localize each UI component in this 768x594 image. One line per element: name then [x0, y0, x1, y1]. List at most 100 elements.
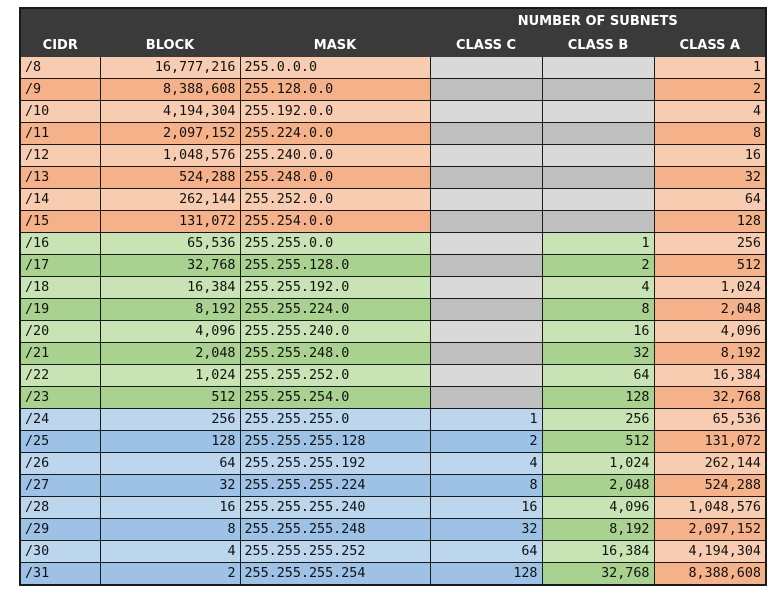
- class-b-cell: 64: [541, 364, 655, 387]
- class-b-cell: 512: [541, 430, 655, 453]
- mask-cell: 255.192.0.0: [239, 100, 431, 123]
- table-row: /26 64 255.255.255.192 4 1,024 262,144: [19, 452, 767, 475]
- cidr-cell: /12: [19, 144, 101, 167]
- class-c-cell: 4: [429, 452, 543, 475]
- class-a-cell: 1,048,576: [653, 496, 767, 519]
- cidr-cell: /22: [19, 364, 101, 387]
- class-c-cell: [429, 386, 543, 409]
- mask-cell: 255.255.255.252: [239, 540, 431, 563]
- class-a-cell: 65,536: [653, 408, 767, 431]
- mask-cell: 255.255.0.0: [239, 232, 431, 255]
- mask-cell: 255.255.255.248: [239, 518, 431, 541]
- table-row: /27 32 255.255.255.224 8 2,048 524,288: [19, 474, 767, 497]
- class-a-cell: 32: [653, 166, 767, 189]
- class-a-cell: 8,388,608: [653, 562, 767, 586]
- class-c-cell: [429, 210, 543, 233]
- class-c-cell: [429, 56, 543, 79]
- cidr-cell: /21: [19, 342, 101, 365]
- block-cell: 2: [99, 562, 241, 586]
- class-a-cell: 1,024: [653, 276, 767, 299]
- cidr-cell: /25: [19, 430, 101, 453]
- class-a-cell: 4: [653, 100, 767, 123]
- mask-cell: 255.255.128.0: [239, 254, 431, 277]
- class-a-cell: 2,048: [653, 298, 767, 321]
- class-c-cell: [429, 166, 543, 189]
- block-cell: 8: [99, 518, 241, 541]
- table-row: /15 131,072 255.254.0.0 128: [19, 210, 767, 233]
- col-header-class-b: CLASS B: [541, 33, 655, 57]
- block-cell: 65,536: [99, 232, 241, 255]
- col-header-class-c: CLASS C: [429, 33, 543, 57]
- class-c-cell: 1: [429, 408, 543, 431]
- cidr-cell: /31: [19, 562, 101, 586]
- header-columns-row: CIDR BLOCK MASK CLASS C CLASS B CLASS A: [19, 33, 767, 57]
- table-body: /8 16,777,216 255.0.0.0 1/9 8,388,608 255.128…: [19, 56, 767, 586]
- table-row: /22 1,024 255.255.252.0 64 16,384: [19, 364, 767, 387]
- col-header-block: BLOCK: [99, 33, 241, 57]
- class-b-cell: [541, 210, 655, 233]
- cidr-cell: /29: [19, 518, 101, 541]
- class-a-cell: 512: [653, 254, 767, 277]
- block-cell: 256: [99, 408, 241, 431]
- mask-cell: 255.255.254.0: [239, 386, 431, 409]
- class-c-cell: 64: [429, 540, 543, 563]
- class-c-cell: 8: [429, 474, 543, 497]
- class-b-cell: 1: [541, 232, 655, 255]
- block-cell: 64: [99, 452, 241, 475]
- table-row: /18 16,384 255.255.192.0 4 1,024: [19, 276, 767, 299]
- table-row: /10 4,194,304 255.192.0.0 4: [19, 100, 767, 123]
- block-cell: 32: [99, 474, 241, 497]
- block-cell: 4,194,304: [99, 100, 241, 123]
- class-b-cell: [541, 166, 655, 189]
- cidr-cell: /15: [19, 210, 101, 233]
- cidr-cell: /27: [19, 474, 101, 497]
- class-c-cell: [429, 122, 543, 145]
- class-a-cell: 8,192: [653, 342, 767, 365]
- class-c-cell: [429, 254, 543, 277]
- cidr-cell: /9: [19, 78, 101, 101]
- cidr-cell: /17: [19, 254, 101, 277]
- table-row: /14 262,144 255.252.0.0 64: [19, 188, 767, 211]
- class-a-cell: 8: [653, 122, 767, 145]
- class-c-cell: [429, 100, 543, 123]
- block-cell: 524,288: [99, 166, 241, 189]
- mask-cell: 255.255.248.0: [239, 342, 431, 365]
- cidr-cell: /28: [19, 496, 101, 519]
- cidr-cell: /19: [19, 298, 101, 321]
- cidr-cell: /30: [19, 540, 101, 563]
- table-row: /16 65,536 255.255.0.0 1 256: [19, 232, 767, 255]
- class-b-cell: [541, 188, 655, 211]
- cidr-cell: /16: [19, 232, 101, 255]
- class-b-cell: [541, 144, 655, 167]
- table-row: /23 512 255.255.254.0 128 32,768: [19, 386, 767, 409]
- block-cell: 512: [99, 386, 241, 409]
- col-header-class-a: CLASS A: [653, 33, 767, 57]
- class-c-cell: 16: [429, 496, 543, 519]
- block-cell: 16,384: [99, 276, 241, 299]
- table-row: /13 524,288 255.248.0.0 32: [19, 166, 767, 189]
- block-cell: 8,192: [99, 298, 241, 321]
- class-c-cell: [429, 342, 543, 365]
- mask-cell: 255.255.255.128: [239, 430, 431, 453]
- mask-cell: 255.255.255.0: [239, 408, 431, 431]
- col-header-cidr: CIDR: [19, 33, 101, 57]
- mask-cell: 255.255.255.224: [239, 474, 431, 497]
- header-spacer: [19, 7, 431, 34]
- class-c-cell: [429, 144, 543, 167]
- class-c-cell: [429, 232, 543, 255]
- class-b-cell: [541, 56, 655, 79]
- class-c-cell: [429, 364, 543, 387]
- mask-cell: 255.252.0.0: [239, 188, 431, 211]
- table-row: /19 8,192 255.255.224.0 8 2,048: [19, 298, 767, 321]
- class-c-cell: 128: [429, 562, 543, 586]
- cidr-cell: /10: [19, 100, 101, 123]
- class-b-cell: 128: [541, 386, 655, 409]
- class-b-cell: 256: [541, 408, 655, 431]
- class-b-cell: 8: [541, 298, 655, 321]
- mask-cell: 255.255.224.0: [239, 298, 431, 321]
- cidr-cell: /13: [19, 166, 101, 189]
- mask-cell: 255.0.0.0: [239, 56, 431, 79]
- block-cell: 2,048: [99, 342, 241, 365]
- mask-cell: 255.255.255.254: [239, 562, 431, 586]
- block-cell: 4,096: [99, 320, 241, 343]
